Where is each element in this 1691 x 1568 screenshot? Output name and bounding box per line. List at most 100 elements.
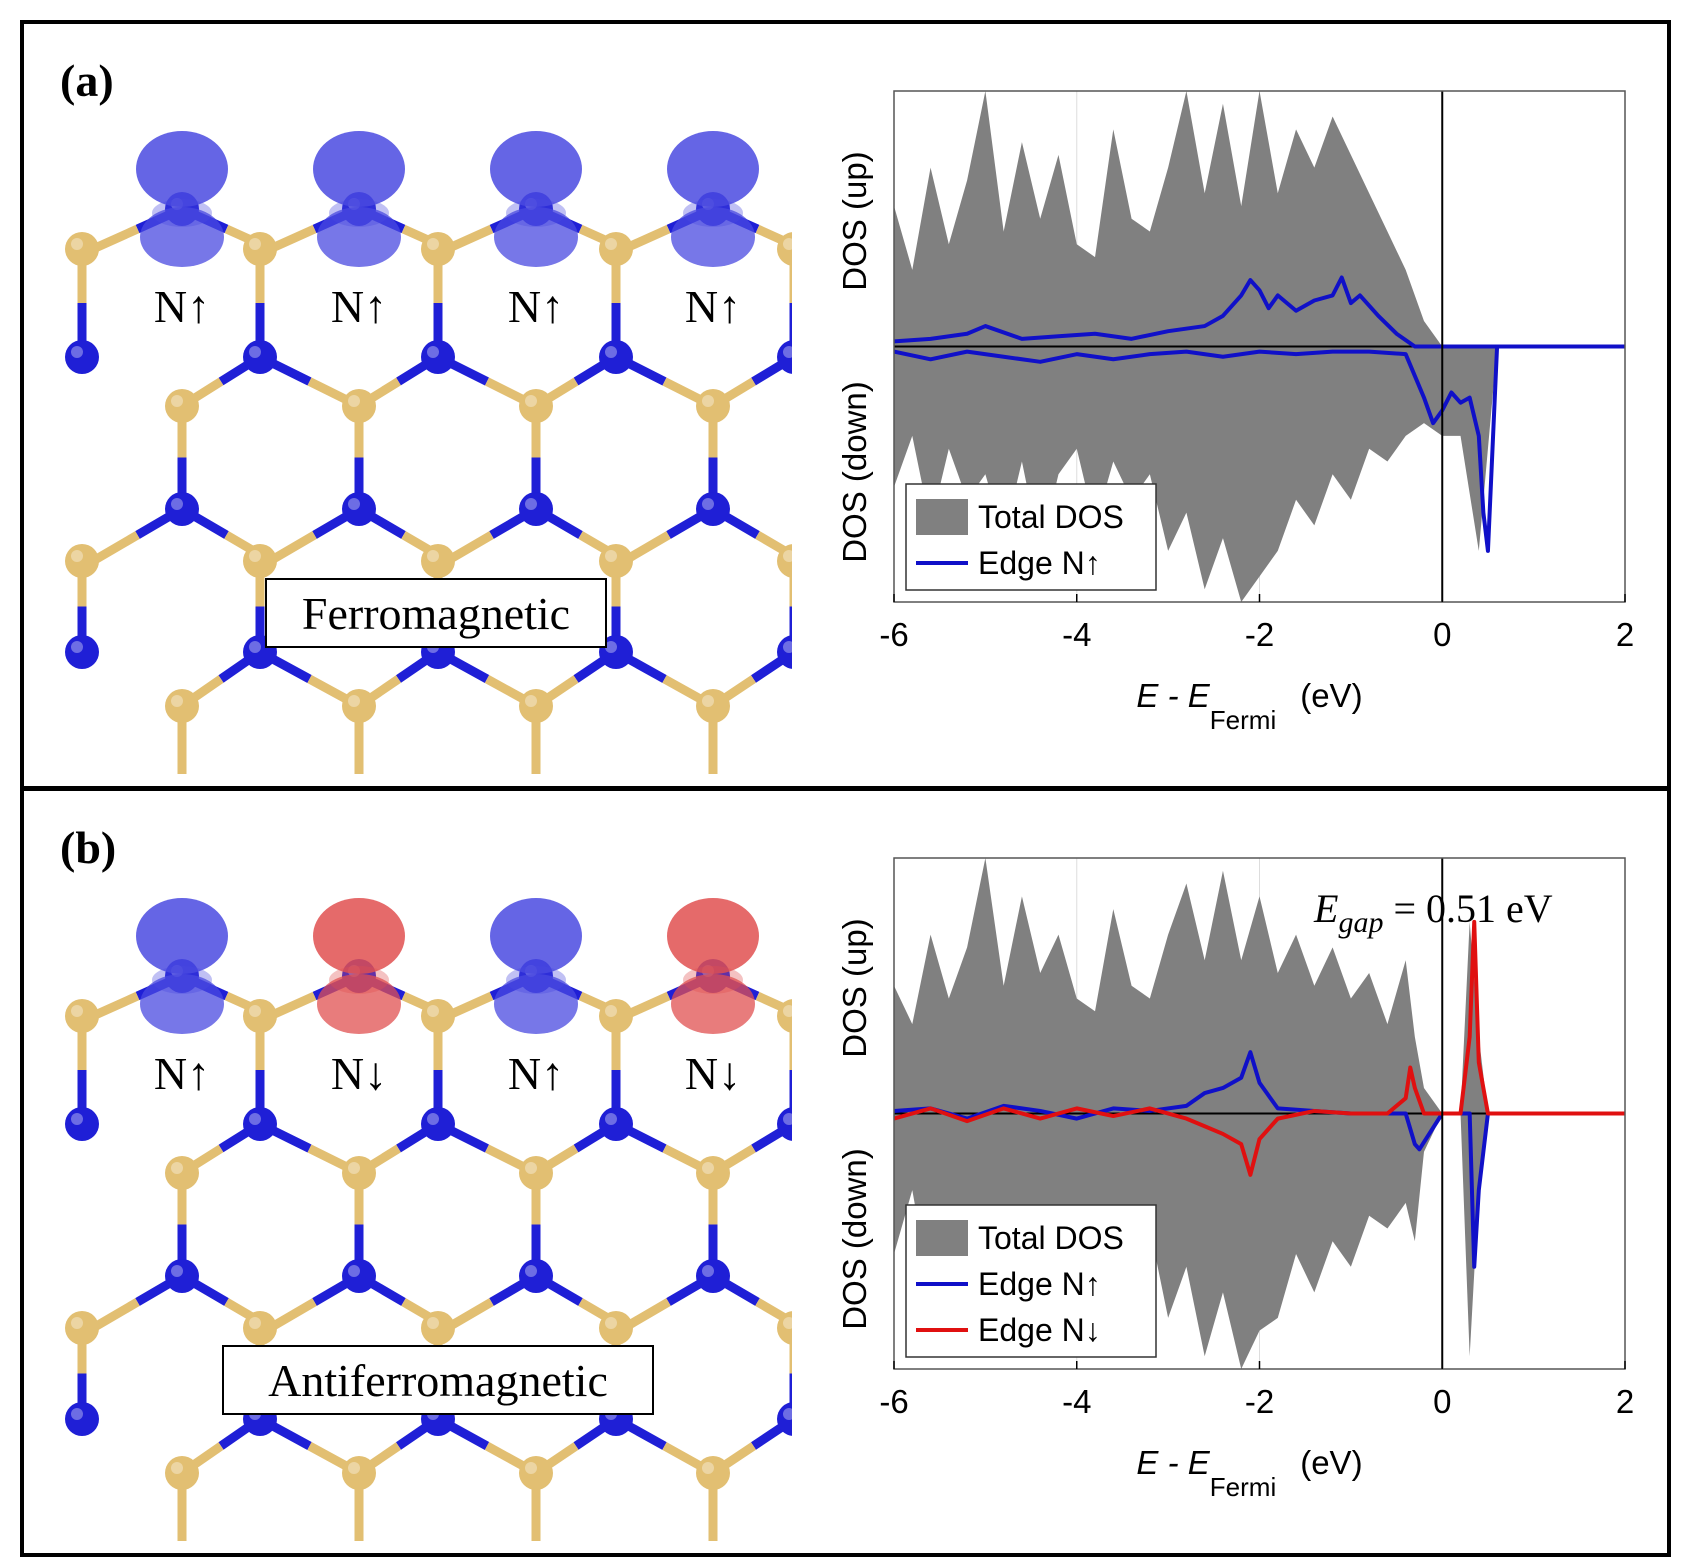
legend-entry: Total DOS: [978, 499, 1124, 535]
edge-spin-label: N↑: [508, 281, 564, 332]
panel-a: (a) N↑ N↑ N↑ N↑ Ferromagnetic -6 -4 -2 0 2 E - EF…: [20, 20, 1671, 790]
total-dos-down-area: [894, 1113, 1625, 1369]
x-tick-label: 2: [1616, 1383, 1634, 1420]
legend-entry: Edge N↓: [978, 1312, 1101, 1348]
bond: [91, 224, 140, 254]
spin-lobe-upper: [490, 898, 582, 974]
y-axis-label-up: DOS (up): [836, 918, 873, 1057]
nitrogen-atom: [696, 492, 730, 526]
boron-atom: [65, 544, 99, 578]
nitrogen-atom: [519, 492, 553, 526]
x-tick-label: 0: [1433, 616, 1451, 653]
phase-label: Antiferromagnetic: [268, 1355, 608, 1406]
bond: [755, 1298, 792, 1328]
total-dos-up-area: [894, 91, 1625, 347]
nitrogen-atom: [65, 1107, 99, 1141]
boron-atom: [342, 689, 376, 723]
spin-lobe-lower: [317, 207, 401, 267]
bond: [267, 531, 317, 565]
boron-atom: [421, 1311, 455, 1345]
nitrogen-atom: [599, 340, 633, 374]
y-axis-label-down: DOS (down): [836, 1148, 873, 1330]
boron-atom: [599, 1311, 633, 1345]
x-tick-label: -2: [1245, 1383, 1274, 1420]
boron-atom: [777, 232, 792, 266]
spin-lobe-lower: [494, 207, 578, 267]
boron-atom: [599, 544, 633, 578]
phase-label-box: [265, 578, 607, 648]
nitrogen-atom: [421, 1107, 455, 1141]
legend-entry: Total DOS: [978, 1220, 1124, 1256]
edge-dos-line: [894, 275, 1625, 349]
spin-lobe-upper: [313, 898, 405, 974]
bond: [267, 1298, 317, 1332]
x-axis-label: E - EFermi(eV): [1136, 1444, 1362, 1502]
bond: [268, 224, 317, 254]
spin-lobe-upper: [667, 898, 759, 974]
boron-atom: [243, 232, 277, 266]
nitrogen-atom: [599, 635, 633, 669]
nitrogen-atom: [777, 635, 792, 669]
nitrogen-atom: [777, 340, 792, 374]
bond: [91, 991, 140, 1021]
boron-atom: [696, 1156, 730, 1190]
total-dos-up-area: [894, 858, 1625, 1114]
edge-spin-label: N↓: [685, 1048, 741, 1099]
lattice-a: N↑ N↑ N↑ N↑ Ferromagnetic: [65, 131, 792, 774]
nitrogen-atom: [243, 1107, 277, 1141]
spin-lobe-lower: [671, 207, 755, 267]
edge-dos-line: [894, 344, 1625, 553]
x-tick-label: -6: [879, 616, 908, 653]
bond: [90, 1298, 140, 1332]
nitrogen-atom: [696, 1259, 730, 1293]
boron-atom: [519, 389, 553, 423]
x-tick-label: -2: [1245, 616, 1274, 653]
boron-atom: [696, 389, 730, 423]
boron-atom: [65, 1311, 99, 1345]
legend-swatch-total: [916, 1220, 968, 1256]
boron-atom: [777, 1311, 792, 1345]
spin-lobe-upper: [490, 131, 582, 207]
nitrogen-atom: [777, 1402, 792, 1436]
boron-atom: [599, 999, 633, 1033]
edge-spin-label: N↑: [154, 1048, 210, 1099]
boron-atom: [65, 999, 99, 1033]
nitrogen-atom: [777, 1107, 792, 1141]
boron-atom: [696, 1456, 730, 1490]
nitrogen-atom: [65, 635, 99, 669]
x-axis-label: E - EFermi(eV): [1136, 677, 1362, 735]
panel-b: (b) N↑ N↓ N↑ N↓ Antiferromagnetic -6 -4 -2 0 2 E …: [20, 787, 1671, 1557]
nitrogen-atom: [519, 1259, 553, 1293]
bond: [268, 991, 317, 1021]
legend-swatch-total: [916, 499, 968, 535]
legend-entry: Edge N↑: [978, 545, 1101, 581]
x-tick-label: 0: [1433, 1383, 1451, 1420]
phase-label-box: [222, 1345, 654, 1415]
spin-lobe-lower: [317, 974, 401, 1034]
x-tick-label: -4: [1062, 616, 1091, 653]
panel-b-label: (b): [60, 822, 117, 873]
boron-atom: [243, 1311, 277, 1345]
bond: [90, 531, 140, 565]
boron-atom: [165, 389, 199, 423]
boron-atom: [519, 1456, 553, 1490]
boron-atom: [65, 232, 99, 266]
spin-lobe-lower: [140, 974, 224, 1034]
gap-annotation: Egap = 0.51 eV: [1313, 886, 1553, 939]
edge-spin-label: N↓: [331, 1048, 387, 1099]
boron-atom: [342, 389, 376, 423]
lattice-b: N↑ N↓ N↑ N↓ Antiferromagnetic: [65, 898, 792, 1541]
bond: [755, 531, 792, 561]
x-tick-label: -4: [1062, 1383, 1091, 1420]
phase-label: Ferromagnetic: [302, 588, 570, 639]
spin-lobe-upper: [136, 898, 228, 974]
boron-atom: [165, 1156, 199, 1190]
boron-atom: [165, 1456, 199, 1490]
legend-box: [905, 483, 1157, 591]
boron-atom: [165, 689, 199, 723]
nitrogen-atom: [165, 492, 199, 526]
boron-atom: [342, 1156, 376, 1190]
nitrogen-atom: [599, 1107, 633, 1141]
spin-lobe-upper: [136, 131, 228, 207]
edge-spin-label: N↑: [331, 281, 387, 332]
